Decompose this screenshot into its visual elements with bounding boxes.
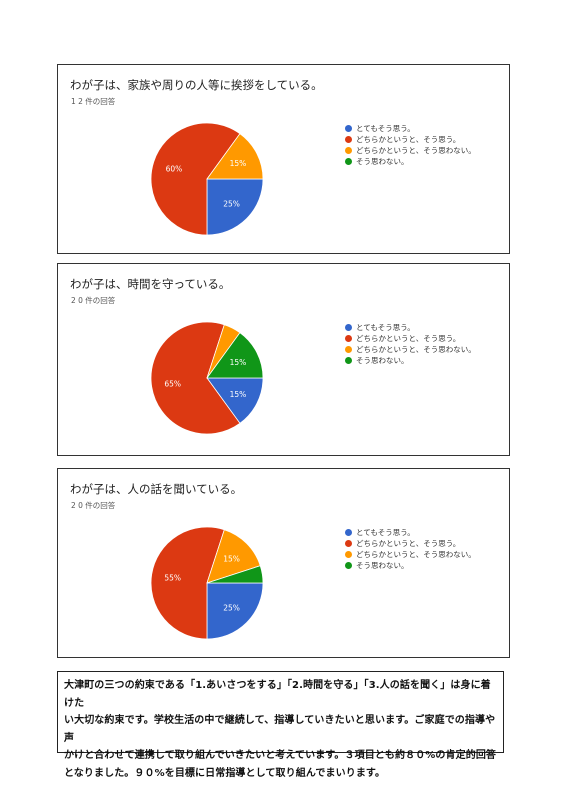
chart-legend: とてもそう思う。 どちらかというと、そう思う。 どちらかというと、そう思わない。…: [345, 123, 476, 167]
response-count: 2 0 件の回答: [71, 501, 116, 510]
note-line: かけと合わせて連携して取り組んでいきたいと考えています。３項目とも約８０%の肯定…: [64, 750, 497, 761]
legend-label: そう思わない。: [356, 561, 409, 570]
response-count: 1 2 件の回答: [71, 97, 116, 106]
data-label: 55%: [164, 574, 181, 583]
legend-item: そう思わない。: [345, 156, 476, 167]
legend-item: どちらかというと、そう思う。: [345, 333, 476, 344]
response-count: 2 0 件の回答: [71, 296, 116, 305]
legend-label: とてもそう思う。: [356, 528, 415, 537]
data-label: 25%: [223, 604, 240, 613]
legend-label: どちらかというと、そう思わない。: [356, 146, 476, 155]
legend-item: そう思わない。: [345, 560, 476, 571]
legend-swatch: [345, 551, 352, 558]
data-label: 15%: [230, 159, 247, 168]
pie-slice: [150, 526, 225, 640]
pie-slice: [206, 178, 264, 236]
pie-chart: 15% 65% 15%: [150, 321, 264, 435]
legend-label: どちらかというと、そう思う。: [356, 334, 461, 343]
pie-slice: [206, 133, 264, 180]
chart-panel-greeting: わが子は、家族や周りの人等に挨拶をしている。 1 2 件の回答 25% 60% 15…: [57, 64, 510, 254]
chart-title: わが子は、時間を守っている。: [70, 277, 231, 291]
legend-label: どちらかというと、そう思う。: [356, 539, 461, 548]
chart-panel-listening: わが子は、人の話を聞いている。 2 0 件の回答 25% 55% 15% とてもそう…: [57, 468, 510, 658]
legend-swatch: [345, 540, 352, 547]
data-label: 25%: [223, 200, 240, 209]
legend-item: とてもそう思う。: [345, 527, 476, 538]
data-label: 15%: [230, 358, 247, 367]
pie-slice: [150, 321, 241, 435]
data-label: 15%: [230, 390, 247, 399]
pie-slice: [206, 377, 264, 424]
chart-title: わが子は、家族や周りの人等に挨拶をしている。: [70, 78, 323, 92]
pie-chart: 25% 55% 15%: [150, 526, 264, 640]
legend-label: そう思わない。: [356, 356, 409, 365]
legend-item: どちらかというと、そう思う。: [345, 134, 476, 145]
legend-label: どちらかというと、そう思う。: [356, 135, 461, 144]
pie-slice: [206, 332, 264, 379]
legend-label: とてもそう思う。: [356, 323, 415, 332]
chart-panel-time: わが子は、時間を守っている。 2 0 件の回答 15% 65% 15% とてもそう思…: [57, 263, 510, 456]
legend-swatch: [345, 346, 352, 353]
pie-chart: 25% 60% 15%: [150, 122, 264, 236]
legend-item: とてもそう思う。: [345, 123, 476, 134]
legend-swatch: [345, 529, 352, 536]
legend-item: そう思わない。: [345, 355, 476, 366]
legend-item: どちらかというと、そう思う。: [345, 538, 476, 549]
data-label: 65%: [164, 379, 181, 388]
pie-slice: [206, 565, 264, 584]
legend-swatch: [345, 324, 352, 331]
chart-legend: とてもそう思う。 どちらかというと、そう思う。 どちらかというと、そう思わない。…: [345, 322, 476, 366]
pie-slice: [206, 582, 264, 640]
note-line: となりました。９０%を目標に日常指導として取り組んでまいります。: [64, 767, 386, 779]
data-label: 15%: [223, 554, 240, 563]
chart-title: わが子は、人の話を聞いている。: [70, 482, 243, 496]
legend-item: どちらかというと、そう思わない。: [345, 145, 476, 156]
pie-slice: [150, 122, 241, 236]
note-line: い大切な約束です。学校生活の中で継続して、指導していきたいと思います。ご家庭での…: [64, 715, 496, 744]
legend-item: どちらかというと、そう思わない。: [345, 344, 476, 355]
legend-item: とてもそう思う。: [345, 322, 476, 333]
legend-label: とてもそう思う。: [356, 124, 415, 133]
legend-label: どちらかというと、そう思わない。: [356, 550, 476, 559]
legend-item: どちらかというと、そう思わない。: [345, 549, 476, 560]
legend-swatch: [345, 335, 352, 342]
legend-swatch: [345, 125, 352, 132]
summary-note: 大津町の三つの約束である「1.あいさつをする」「2.時間を守る」「3.人の話を聞…: [57, 671, 504, 779]
chart-legend: とてもそう思う。 どちらかというと、そう思う。 どちらかというと、そう思わない。…: [345, 527, 476, 571]
legend-swatch: [345, 158, 352, 165]
legend-swatch: [345, 357, 352, 364]
legend-swatch: [345, 562, 352, 569]
legend-label: どちらかというと、そう思わない。: [356, 345, 476, 354]
data-label: 60%: [166, 164, 183, 173]
legend-swatch: [345, 147, 352, 154]
legend-label: そう思わない。: [356, 157, 409, 166]
legend-swatch: [345, 136, 352, 143]
note-line: 大津町の三つの約束である「1.あいさつをする」「2.時間を守る」「3.人の話を聞…: [64, 680, 491, 709]
